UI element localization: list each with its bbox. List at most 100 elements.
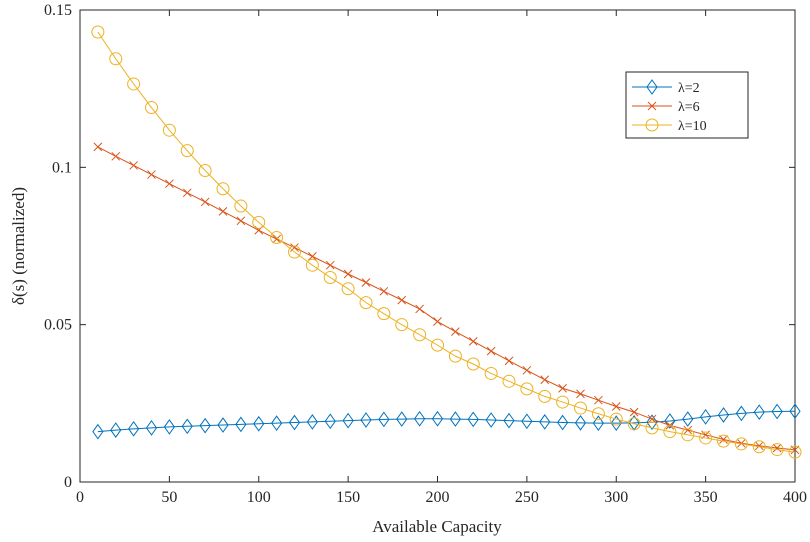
x-tick-label: 200 <box>426 489 450 506</box>
data-point-stroke <box>111 151 121 161</box>
data-point <box>717 407 730 423</box>
data-point <box>772 443 782 453</box>
series-line <box>97 146 796 451</box>
data-point <box>109 52 123 66</box>
data-point <box>325 260 335 270</box>
data-point-stroke <box>504 356 514 366</box>
data-point-stroke <box>451 327 460 336</box>
data-point <box>539 414 551 430</box>
data-point-stroke <box>147 170 156 179</box>
data-point <box>629 407 639 417</box>
data-point <box>91 25 105 39</box>
data-point <box>682 411 694 427</box>
data-point <box>433 317 442 326</box>
data-point <box>128 420 140 437</box>
data-point <box>147 170 156 179</box>
data-point <box>270 231 284 245</box>
data-point <box>468 336 478 346</box>
data-point <box>737 438 746 448</box>
data-point <box>609 412 623 426</box>
data-point-stroke <box>468 336 478 346</box>
data-point-stroke <box>200 197 210 207</box>
data-point <box>717 434 730 448</box>
data-point-stroke <box>236 216 246 226</box>
data-point <box>574 414 587 431</box>
x-tick-label: 350 <box>694 489 718 506</box>
legend-marker-stroke <box>647 101 657 111</box>
data-point <box>162 123 176 137</box>
data-point <box>592 415 604 432</box>
data-point <box>504 356 514 366</box>
data-point <box>735 405 747 422</box>
data-point-stroke <box>129 161 138 170</box>
data-point <box>145 101 158 115</box>
data-point <box>252 215 266 229</box>
data-point <box>129 161 138 170</box>
data-point <box>198 163 212 177</box>
data-point <box>467 411 479 428</box>
x-tick-label: 150 <box>336 489 360 506</box>
series-line <box>97 31 796 453</box>
data-point <box>591 407 605 421</box>
x-tick-label: 300 <box>604 489 628 506</box>
data-point <box>664 413 676 429</box>
data-point <box>540 375 550 385</box>
x-tick-label: 400 <box>783 489 807 506</box>
data-point <box>235 416 247 433</box>
data-point <box>288 414 301 431</box>
data-point <box>448 349 462 363</box>
data-point <box>182 188 192 198</box>
data-point <box>466 357 480 371</box>
series-line <box>97 410 796 433</box>
data-point <box>520 382 534 396</box>
data-point <box>521 413 533 430</box>
data-point <box>180 144 194 158</box>
y-tick-label: 0.05 <box>44 317 72 334</box>
data-point <box>395 318 409 332</box>
series-layer <box>91 25 802 459</box>
data-point <box>789 403 801 420</box>
data-point <box>218 207 228 216</box>
data-point <box>163 419 175 435</box>
data-point <box>127 77 141 91</box>
data-point <box>236 216 246 226</box>
data-point <box>271 415 283 432</box>
data-point <box>342 412 354 429</box>
data-point <box>200 197 210 207</box>
x-tick-label: 100 <box>247 489 271 506</box>
data-point <box>681 428 695 442</box>
data-point-stroke <box>343 269 353 279</box>
data-point-stroke <box>165 179 174 189</box>
data-point-stroke <box>522 365 532 375</box>
y-tick-label: 0.15 <box>44 2 72 19</box>
data-point <box>699 431 713 445</box>
y-axis-title: δ(s) (normalized) <box>9 187 28 305</box>
data-point <box>397 295 407 305</box>
data-point <box>788 445 802 459</box>
data-point-stroke <box>308 252 317 261</box>
data-point <box>199 417 211 434</box>
data-point <box>217 417 229 433</box>
legend-marker <box>645 118 659 132</box>
data-point <box>396 411 408 427</box>
series-1 <box>92 403 801 440</box>
data-point <box>484 366 498 380</box>
x-axis-ticks: 0 50 100 150 200 250 300 350 400 <box>76 10 807 506</box>
data-point <box>576 389 585 399</box>
data-point <box>361 278 371 287</box>
data-point <box>360 412 372 428</box>
legend-marker <box>647 101 657 111</box>
data-point <box>663 425 677 439</box>
data-point <box>431 410 444 427</box>
data-point-stroke <box>594 395 603 405</box>
data-point <box>752 440 766 454</box>
data-point <box>449 411 461 427</box>
data-point-stroke <box>415 304 424 314</box>
data-point-stroke <box>558 383 567 393</box>
y-tick-label: 0.1 <box>52 159 72 176</box>
data-point <box>92 423 104 440</box>
data-point-stroke <box>272 234 281 244</box>
data-point <box>145 420 158 436</box>
x-tick-label: 50 <box>161 489 177 506</box>
